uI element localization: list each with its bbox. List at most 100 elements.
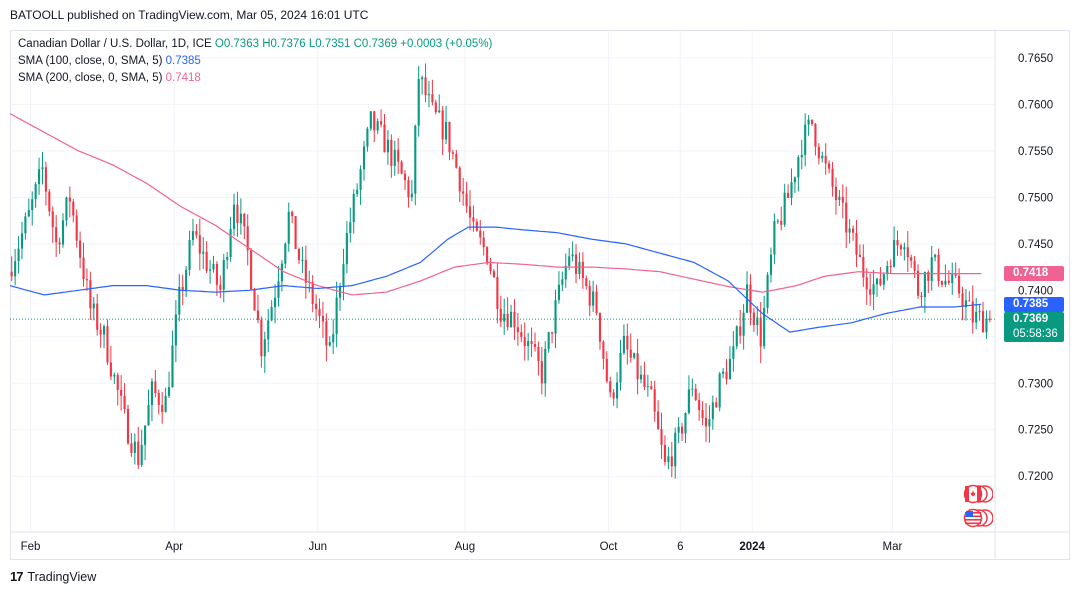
candle-body [612,392,615,399]
candle-body [294,216,297,249]
candle-body [910,257,913,261]
candle-body [937,254,940,282]
y-tick-label: 0.7650 [1018,53,1053,65]
canada-flag-icon[interactable] [961,484,993,504]
candle-body [400,161,403,174]
candle-body [489,263,492,272]
candle-body [332,334,335,343]
legend-sma100-row[interactable]: SMA (100, close, 0, SMA, 5) 0.7385 [18,53,492,70]
candle-body [44,167,47,192]
candle-body [698,399,701,411]
candle-body [691,388,694,390]
candle-body [222,259,225,290]
candle-body [804,124,807,155]
candle-body [31,199,34,211]
candle-body [195,231,198,236]
candlestick-chart[interactable]: 0.76500.76000.75500.75000.74500.74000.73… [10,30,1070,560]
candle-body [376,121,379,131]
candle-body [280,263,283,282]
candle-body [527,341,530,346]
legend-instrument-row[interactable]: Canadian Dollar / U.S. Dollar, 1D, ICE O… [18,36,492,53]
candle-body [202,251,205,254]
candle-body [947,280,950,283]
candle-body [704,418,708,427]
candle-body [913,260,916,271]
candle-body [533,344,537,347]
candle-body [472,217,475,222]
candle-body [318,309,321,316]
candle-body [708,419,711,427]
candle-body [226,257,229,260]
candle-body [896,240,899,246]
candle-body [834,186,838,200]
candle-body [739,326,742,336]
candle-body [592,291,595,306]
candle-body [773,220,776,255]
candle-body [198,235,201,254]
candle-body [380,121,383,125]
candle-body [260,319,263,357]
candle-body [356,189,359,194]
candle-body [639,374,643,380]
legend-sma200-row[interactable]: SMA (200, close, 0, SMA, 5) 0.7418 [18,70,492,87]
candle-body [663,444,667,462]
candle-body [660,429,663,445]
candle-body [123,395,126,410]
candle-body [629,349,632,358]
candle-body [479,230,482,238]
candle-body [499,308,502,322]
candle-body [328,342,331,346]
us-flag-icon[interactable] [961,508,993,528]
footer-brand-text: TradingView [27,569,97,584]
candle-body [626,335,629,350]
candle-body [174,314,177,346]
candle-body [732,346,735,359]
footer-branding[interactable]: 17 TradingView [10,569,96,584]
candle-body [458,167,461,192]
candle-body [930,257,933,281]
candle-body [537,346,540,362]
candle-body [410,193,413,198]
x-tick-label: 6 [677,541,683,553]
candle-body [96,303,99,330]
candle-body [150,381,153,406]
candle-body [985,318,988,333]
candle-body [797,157,800,178]
candle-body [215,263,218,285]
candle-body [899,245,903,250]
candle-body [667,456,670,462]
last-price-value: 0.7369 [1013,312,1049,325]
candle-body [475,221,478,231]
candle-body [927,272,930,281]
candle-body [598,313,602,342]
sma100-label: SMA (100, close, 0, SMA, 5) [18,55,163,67]
candle-body [424,77,427,96]
candle-body [968,300,971,302]
ohlc-values: O0.7363 H0.7376 L0.7351 C0.7369 +0.0003 … [214,38,493,50]
candle-body [219,284,222,290]
candle-body [783,192,786,225]
candle-body [147,405,150,426]
candle-body [581,261,584,279]
last-price-badge: 0.7369 05:58:36 [1004,311,1064,342]
candle-body [821,155,824,159]
candle-body [85,279,89,281]
candle-body [763,307,766,347]
candle-body [636,353,639,380]
candle-body [862,257,865,278]
candle-body [568,256,571,266]
candle-body [232,204,236,229]
candle-body [311,281,314,304]
candle-body [106,326,109,363]
candle-body [390,139,393,166]
candle-body [342,264,345,287]
candle-body [171,345,174,388]
candle-body [451,152,454,154]
x-tick-label: Jun [309,541,328,553]
candle-body [872,284,875,295]
candle-body [48,191,51,212]
candle-body [92,303,95,309]
candle-body [790,182,793,198]
candle-body [270,307,273,321]
candle-body [622,335,625,353]
